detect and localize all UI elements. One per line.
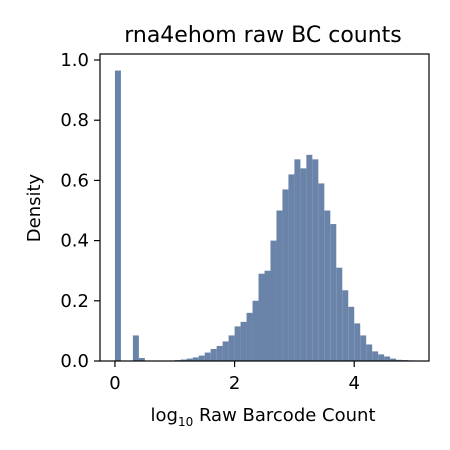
histogram-bar-28 — [324, 210, 331, 361]
histogram-bar-38 — [384, 356, 391, 361]
histogram-bar-27 — [318, 183, 325, 361]
histogram-bar-33 — [354, 323, 361, 361]
histogram-bar-35 — [366, 344, 373, 361]
histogram-bar-34 — [360, 335, 367, 361]
plot-frame — [99, 53, 430, 362]
histogram-bar-16 — [252, 300, 259, 361]
histogram-bar-25 — [306, 154, 313, 361]
x-axis: 0 2 4 — [109, 361, 360, 394]
x-tick-label-1: 2 — [229, 373, 240, 394]
histogram-bar-12 — [228, 335, 235, 361]
histogram-bar-6 — [192, 357, 199, 361]
histogram-bar-10 — [216, 345, 223, 361]
histogram-bar-26 — [312, 159, 319, 361]
histogram-bar-11 — [222, 341, 229, 361]
y-tick-label-1: 0.2 — [60, 291, 89, 312]
x-axis-label: log10 Raw Barcode Count — [150, 405, 375, 429]
histogram-bar-5 — [186, 358, 193, 361]
y-tick-label-3: 0.6 — [60, 170, 89, 191]
bars-group — [114, 70, 415, 362]
histogram-bar-2 — [138, 357, 145, 361]
y-tick-label-5: 1.0 — [60, 50, 89, 71]
histogram-bar-8 — [204, 352, 211, 361]
histogram-bar-20 — [276, 210, 283, 361]
x-axis-label-rest: Raw Barcode Count — [193, 405, 375, 426]
chart-title: rna4ehom raw BC counts — [124, 23, 402, 48]
histogram-bar-30 — [336, 267, 343, 361]
histogram-bar-7 — [198, 355, 205, 361]
histogram-bar-1 — [132, 335, 139, 361]
x-tick-label-2: 4 — [349, 373, 360, 394]
histogram-bar-39 — [390, 358, 397, 361]
histogram-bar-32 — [348, 306, 355, 361]
histogram-bar-4 — [180, 359, 187, 361]
x-tick-label-0: 0 — [109, 373, 120, 394]
histogram-bar-13 — [234, 326, 241, 361]
histogram-bar-22 — [288, 174, 295, 361]
histogram-bar-37 — [378, 354, 385, 361]
histogram-bar-31 — [342, 290, 349, 361]
y-tick-label-0: 0.0 — [60, 351, 89, 372]
histogram-bar-23 — [294, 159, 301, 361]
x-axis-label-subscript: 10 — [178, 415, 193, 429]
histogram-bar-29 — [330, 224, 337, 361]
histogram-bar-24 — [300, 168, 307, 361]
histogram-bar-17 — [258, 273, 265, 361]
y-axis-label: Density — [24, 173, 45, 242]
y-tick-label-2: 0.4 — [60, 231, 89, 252]
histogram-bar-15 — [246, 312, 253, 361]
histogram-bar-19 — [270, 240, 277, 361]
histogram-bar-0 — [114, 70, 121, 362]
x-axis-label-log: log — [150, 405, 177, 426]
histogram-bar-36 — [372, 351, 379, 361]
histogram-bar-9 — [210, 348, 217, 361]
y-axis: 0.0 0.2 0.4 0.6 0.8 1.0 — [60, 50, 100, 372]
histogram-bar-14 — [240, 321, 247, 361]
y-tick-label-4: 0.8 — [60, 110, 89, 131]
histogram-bar-21 — [282, 189, 289, 361]
histogram-bar-18 — [264, 270, 271, 361]
